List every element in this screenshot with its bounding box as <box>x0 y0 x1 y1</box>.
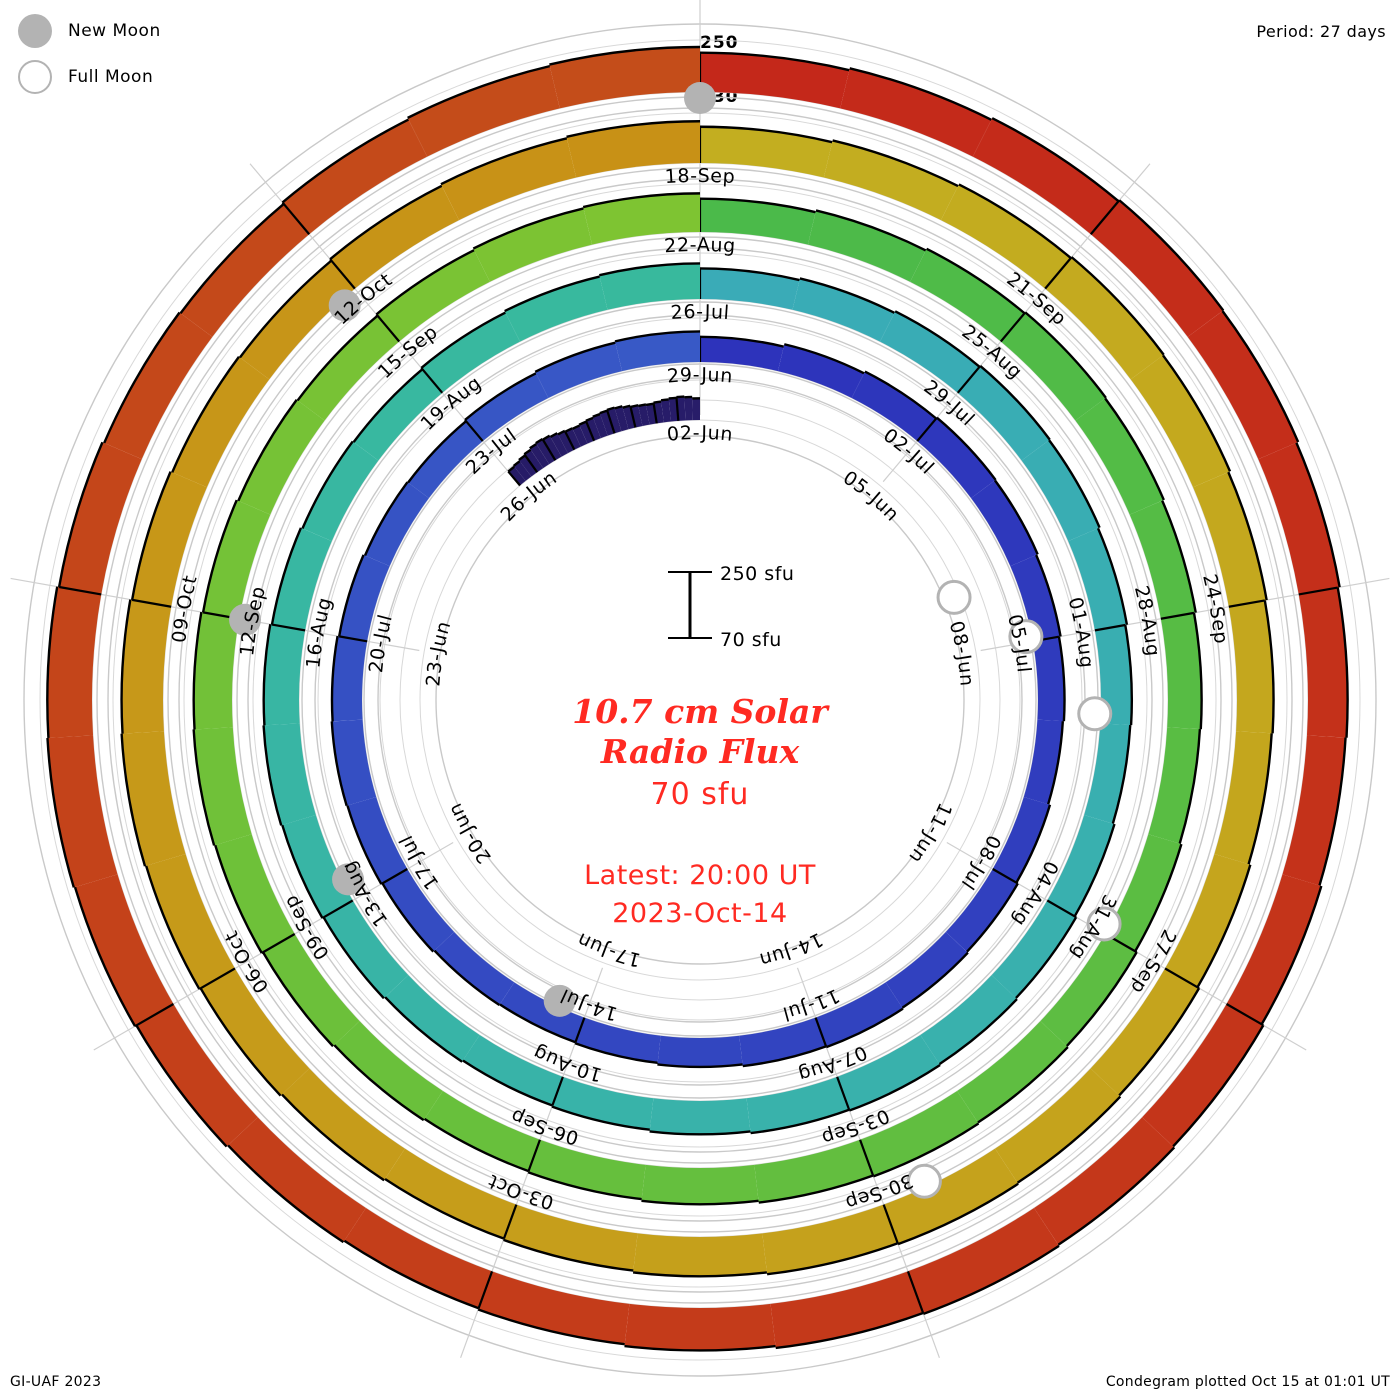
new-moon-marker <box>328 289 361 322</box>
date-label: 18-Sep <box>664 165 736 188</box>
chart-title-line2: Radio Flux <box>600 732 800 771</box>
date-label: 26-Jul <box>670 301 730 324</box>
legend-item-new-moon: New Moon <box>18 8 161 54</box>
moon-legend: New Moon Full Moon <box>18 8 161 100</box>
scalebar-top-label: 250 sfu <box>720 563 795 585</box>
legend-label-new-moon: New Moon <box>68 21 161 41</box>
full-moon-icon <box>18 60 52 94</box>
latest-timestamp: Latest: 20:00 UT 2023-Oct-14 <box>0 857 1400 933</box>
date-label: 05-Jun <box>839 467 904 526</box>
radial-tick-250: 250 <box>700 33 739 53</box>
flux-rings <box>46 45 1349 1352</box>
full-moon-marker <box>1086 906 1122 942</box>
footer-plot-time: Condegram plotted Oct 15 at 01:01 UT <box>1105 1374 1390 1390</box>
moon-markers <box>229 82 1122 1199</box>
legend-item-full-moon: Full Moon <box>18 54 161 100</box>
new-moon-marker <box>229 603 262 636</box>
new-moon-marker <box>684 82 716 114</box>
new-moon-icon <box>18 14 52 48</box>
chart-title-line1: 10.7 cm Solar <box>572 692 828 731</box>
latest-date: 2023-Oct-14 <box>612 898 788 929</box>
full-moon-marker <box>936 579 972 615</box>
date-label: 08-Jun <box>945 619 978 688</box>
full-moon-marker <box>1077 696 1113 732</box>
current-value: 70 sfu <box>650 777 750 812</box>
scalebar-bottom-label: 70 sfu <box>720 629 782 651</box>
date-label: 29-Jun <box>666 364 734 388</box>
date-label: 22-Aug <box>664 234 737 257</box>
date-label: 23-Jun <box>422 619 455 688</box>
legend-label-full-moon: Full Moon <box>68 67 154 87</box>
full-moon-marker <box>906 1163 942 1199</box>
new-moon-marker <box>543 984 576 1017</box>
date-label: 02-Jun <box>666 422 734 446</box>
full-moon-marker <box>1008 619 1044 655</box>
footer-credit: GI-UAF 2023 <box>10 1374 102 1390</box>
latest-time: Latest: 20:00 UT <box>584 860 816 891</box>
scale-bar <box>668 571 712 639</box>
chart-title: 10.7 cm Solar Radio Flux <box>0 692 1400 772</box>
period-label: Period: 27 days <box>1256 22 1386 41</box>
new-moon-marker <box>332 863 365 896</box>
